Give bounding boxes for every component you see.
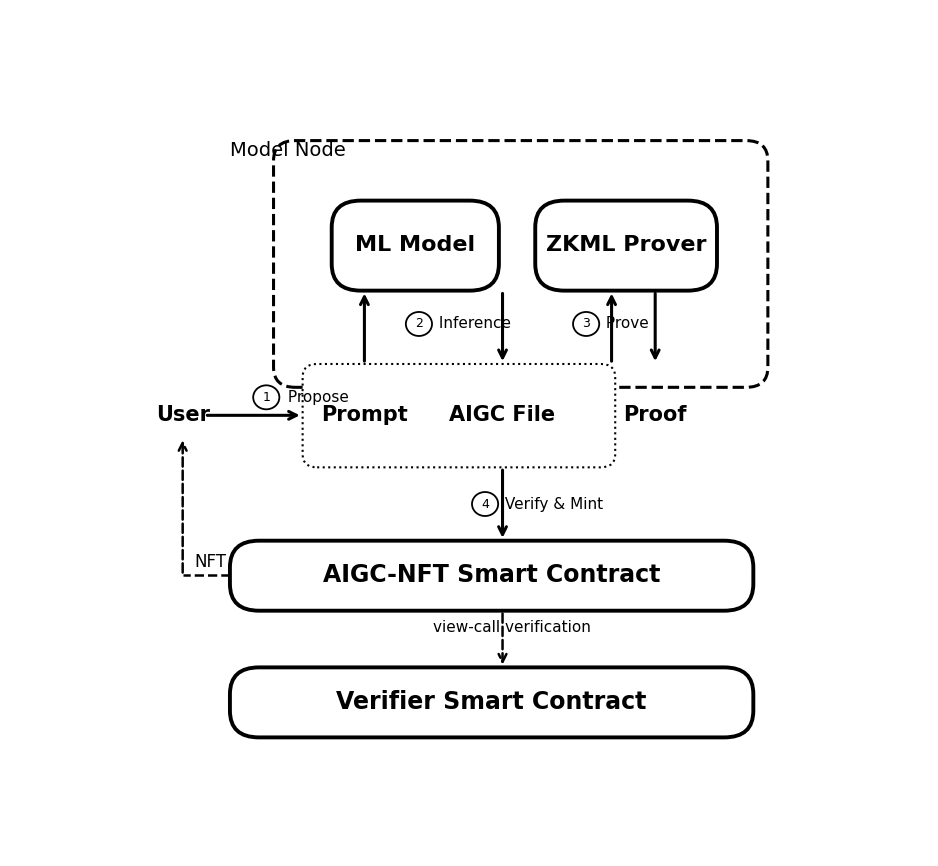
Text: view-call verification: view-call verification bbox=[433, 620, 591, 635]
Text: AIGC File: AIGC File bbox=[449, 405, 555, 425]
Text: User: User bbox=[156, 405, 210, 425]
FancyBboxPatch shape bbox=[536, 201, 717, 291]
Text: Inference: Inference bbox=[434, 316, 511, 332]
Text: ML Model: ML Model bbox=[356, 236, 476, 255]
FancyBboxPatch shape bbox=[332, 201, 499, 291]
Text: 3: 3 bbox=[582, 318, 590, 331]
Text: Verify & Mint: Verify & Mint bbox=[500, 496, 603, 512]
FancyBboxPatch shape bbox=[230, 668, 753, 738]
Text: Proof: Proof bbox=[624, 405, 687, 425]
Text: Prompt: Prompt bbox=[321, 405, 408, 425]
Text: 1: 1 bbox=[263, 391, 270, 404]
Text: Propose: Propose bbox=[283, 390, 349, 404]
Text: AIGC-NFT Smart Contract: AIGC-NFT Smart Contract bbox=[323, 564, 660, 587]
Text: Verifier Smart Contract: Verifier Smart Contract bbox=[337, 690, 647, 714]
FancyBboxPatch shape bbox=[303, 364, 615, 468]
Text: Model Node: Model Node bbox=[230, 141, 346, 160]
Text: Prove: Prove bbox=[601, 316, 649, 332]
Text: ZKML Prover: ZKML Prover bbox=[546, 236, 706, 255]
Text: NFT: NFT bbox=[194, 553, 226, 571]
Text: 2: 2 bbox=[415, 318, 423, 331]
FancyBboxPatch shape bbox=[274, 140, 768, 387]
FancyBboxPatch shape bbox=[230, 540, 753, 611]
Text: 4: 4 bbox=[481, 497, 489, 511]
